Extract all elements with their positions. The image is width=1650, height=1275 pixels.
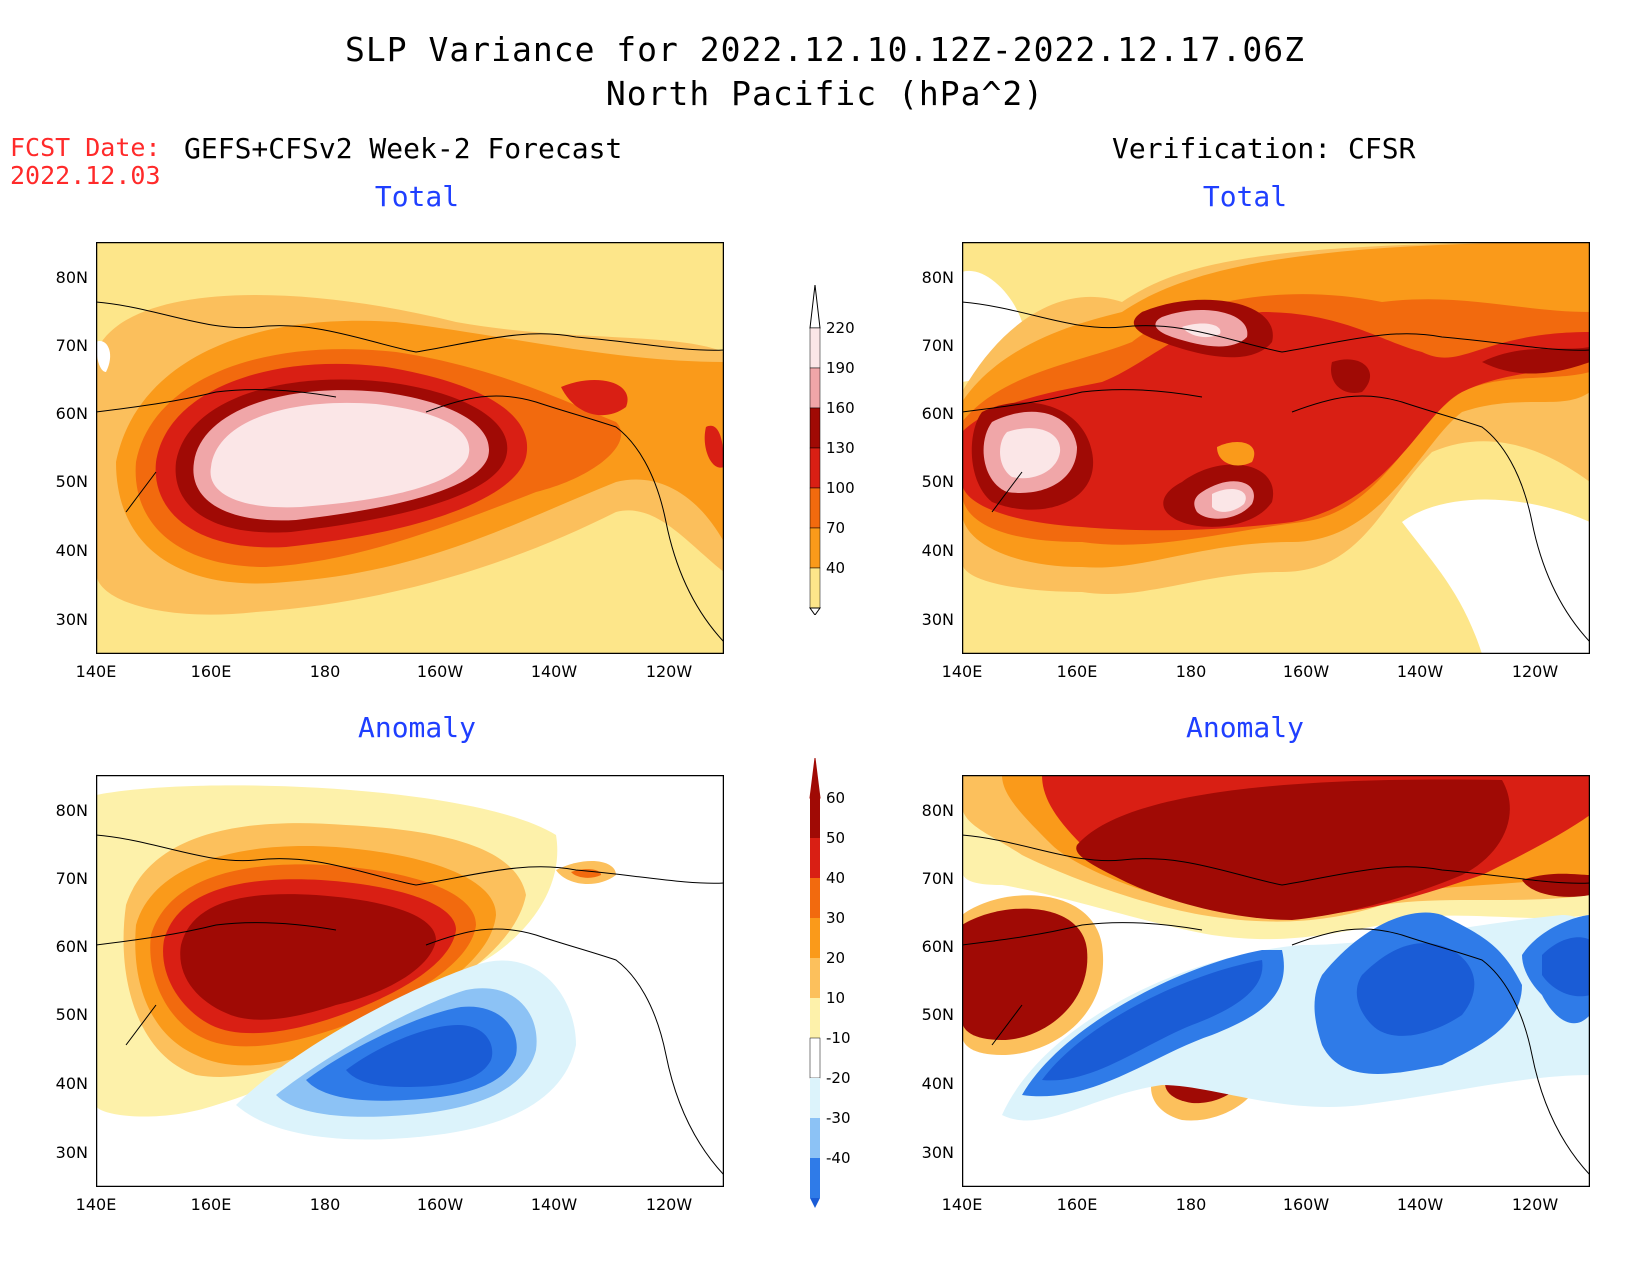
lon-tick-label: 140E: [941, 1195, 983, 1214]
lon-tick-label: 140W: [1396, 1195, 1444, 1214]
lon-tick-label: 180: [1175, 662, 1207, 681]
colorbar-total-tick: 130: [826, 439, 855, 457]
lon-tick-label: 140W: [530, 1195, 578, 1214]
colorbar-anomaly-tick: -20: [826, 1069, 851, 1087]
lat-tick-label: 80N: [921, 801, 954, 820]
lon-tick-label: 180: [309, 662, 341, 681]
lon-tick-label: 160W: [416, 662, 464, 681]
lon-tick-label: 160W: [1282, 1195, 1330, 1214]
colorbar-anomaly-tick: 10: [826, 989, 846, 1007]
colorbar-total-tick: 190: [826, 359, 855, 377]
lat-tick-label: 60N: [55, 937, 88, 956]
lon-tick-label: 140E: [75, 662, 117, 681]
lat-tick-label: 50N: [55, 472, 88, 491]
colorbar-anomaly-tick: 50: [826, 829, 846, 847]
lat-tick-label: 30N: [55, 610, 88, 629]
colorbar-anomaly-tick: -30: [826, 1109, 851, 1127]
lon-tick-label: 140E: [941, 662, 983, 681]
map-forecast-total: [96, 242, 724, 654]
colorbar-anomaly-tick: 20: [826, 949, 846, 967]
lat-tick-label: 30N: [921, 610, 954, 629]
lon-tick-label: 140E: [75, 1195, 117, 1214]
lon-tick-label: 180: [309, 1195, 341, 1214]
lon-tick-label: 160E: [190, 1195, 232, 1214]
colorbar-anomaly-tick: 60: [826, 789, 846, 807]
lat-tick-label: 50N: [55, 1005, 88, 1024]
lon-tick-label: 120W: [1511, 662, 1559, 681]
lat-tick-label: 50N: [921, 472, 954, 491]
lat-tick-label: 50N: [921, 1005, 954, 1024]
lon-tick-label: 160E: [1056, 1195, 1098, 1214]
lat-tick-label: 40N: [921, 1074, 954, 1093]
lat-tick-label: 40N: [921, 541, 954, 560]
lon-tick-label: 160E: [1056, 662, 1098, 681]
forecast-total-label: Total: [374, 180, 460, 213]
lon-tick-label: 180: [1175, 1195, 1207, 1214]
lat-tick-label: 30N: [55, 1143, 88, 1162]
map-verification-anomaly: [962, 775, 1590, 1187]
colorbar-anomaly: [809, 758, 821, 1208]
lat-tick-label: 70N: [55, 869, 88, 888]
lat-tick-label: 70N: [921, 869, 954, 888]
colorbar-total-tick: 220: [826, 319, 855, 337]
colorbar-total-tick: 100: [826, 479, 855, 497]
lon-tick-label: 120W: [645, 662, 693, 681]
colorbar-anomaly-tick: 40: [826, 869, 846, 887]
lon-tick-label: 120W: [1511, 1195, 1559, 1214]
lat-tick-label: 60N: [55, 404, 88, 423]
lat-tick-label: 40N: [55, 1074, 88, 1093]
lon-tick-label: 160W: [416, 1195, 464, 1214]
lat-tick-label: 60N: [921, 404, 954, 423]
lon-tick-label: 160W: [1282, 662, 1330, 681]
lon-tick-label: 140W: [1396, 662, 1444, 681]
verification-anomaly-label: Anomaly: [1185, 711, 1304, 744]
lat-tick-label: 80N: [921, 268, 954, 287]
fcst-date-label: FCST Date:: [10, 133, 161, 162]
lat-tick-label: 70N: [921, 336, 954, 355]
map-verification-total: [962, 242, 1590, 654]
map-forecast-anomaly: [96, 775, 724, 1187]
lon-tick-label: 140W: [530, 662, 578, 681]
lon-tick-label: 120W: [645, 1195, 693, 1214]
lat-tick-label: 40N: [55, 541, 88, 560]
colorbar-total-tick: 40: [826, 559, 846, 577]
forecast-heading: GEFS+CFSv2 Week-2 Forecast: [184, 132, 623, 165]
lon-tick-label: 160E: [190, 662, 232, 681]
main-title: SLP Variance for 2022.12.10.12Z-2022.12.…: [345, 30, 1305, 69]
lat-tick-label: 60N: [921, 937, 954, 956]
main-subtitle: North Pacific (hPa^2): [605, 74, 1045, 113]
colorbar-total: [809, 285, 821, 615]
lat-tick-label: 70N: [55, 336, 88, 355]
colorbar-anomaly-tick: -40: [826, 1149, 851, 1167]
lat-tick-label: 80N: [55, 801, 88, 820]
verification-total-label: Total: [1202, 180, 1288, 213]
forecast-anomaly-label: Anomaly: [357, 711, 476, 744]
colorbar-total-tick: 70: [826, 519, 846, 537]
lat-tick-label: 30N: [921, 1143, 954, 1162]
lat-tick-label: 80N: [55, 268, 88, 287]
colorbar-total-tick: 160: [826, 399, 855, 417]
colorbar-anomaly-tick: -10: [826, 1029, 851, 1047]
colorbar-anomaly-tick: 30: [826, 909, 846, 927]
fcst-date-value: 2022.12.03: [10, 161, 161, 190]
verification-heading: Verification: CFSR: [1112, 132, 1416, 165]
